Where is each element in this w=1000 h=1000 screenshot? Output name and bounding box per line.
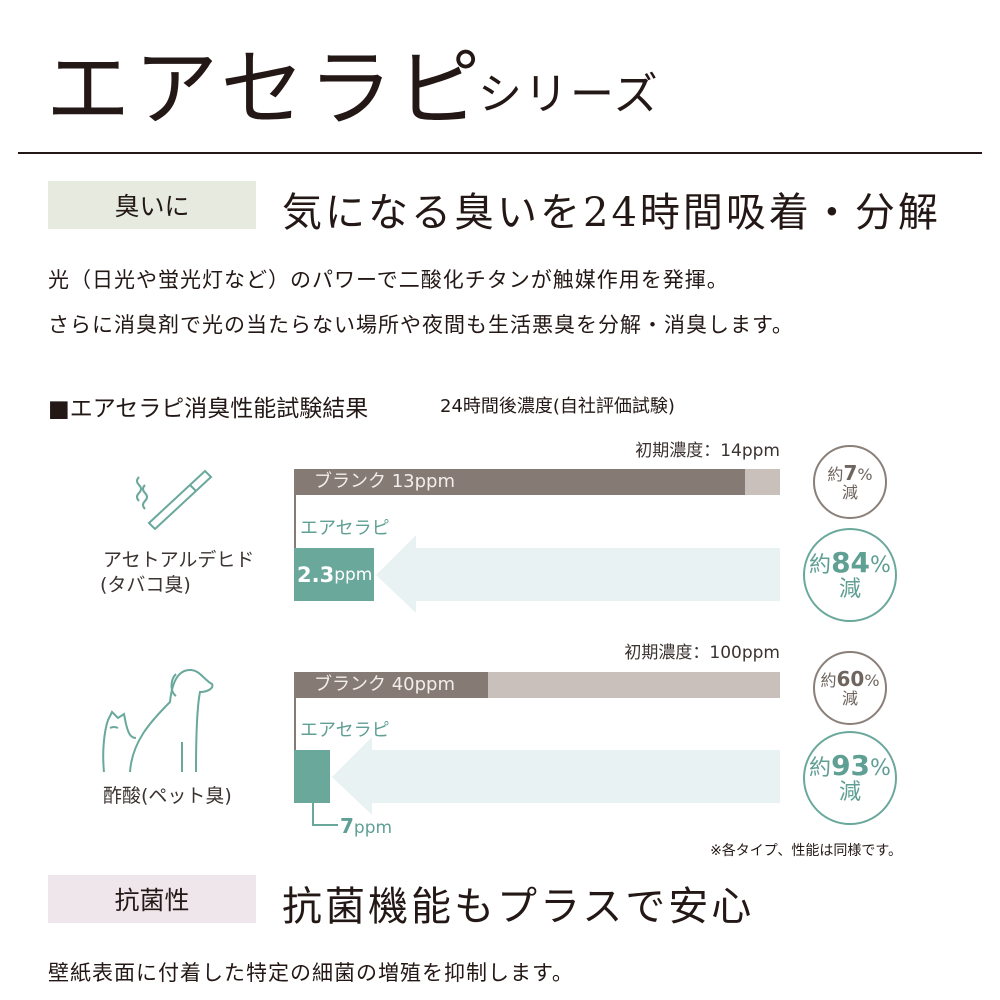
odor-name-text: 酢酸 — [103, 785, 142, 807]
odor-type: (ペット臭) — [141, 785, 232, 807]
footnote: ※各タイプ、性能は同様です。 — [710, 843, 902, 859]
badge-prefix: 約 — [827, 465, 844, 485]
page-subtitle: シリーズ — [478, 69, 660, 120]
description-line: 壁紙表面に付着した特定の細菌の増殖を抑制します。 — [48, 961, 574, 985]
initial-bar: ブランク 40ppm — [294, 672, 780, 698]
badge-prefix: 約 — [809, 755, 832, 781]
badge-suffix: 減 — [841, 483, 858, 503]
product-label: エアセラピ — [300, 720, 390, 741]
section-headline-antibacterial: 抗菌機能もプラスで安心 — [282, 884, 755, 930]
product-bar: 2.3 ppm — [294, 548, 374, 601]
section-tag-odor: 臭いに — [48, 181, 256, 229]
test-subheading: 24時間後濃度(自社評価試験) — [440, 396, 675, 417]
badge-suffix: 減 — [838, 780, 861, 806]
badge-suffix: 減 — [841, 689, 858, 709]
blank-reduction-badge: 約60% 減 — [813, 651, 887, 725]
leader-line — [312, 803, 314, 825]
dog-cat-icon — [102, 668, 214, 773]
cigarette-icon — [136, 469, 213, 530]
badge-unit: % — [864, 671, 880, 691]
badge-value: 7 — [843, 461, 858, 486]
blank-bar: ブランク 13ppm — [294, 469, 746, 495]
product-reduction-badge: 約93% 減 — [803, 731, 897, 825]
badge-value: 84 — [831, 545, 871, 579]
leader-line — [312, 824, 338, 826]
badge-value: 60 — [836, 667, 865, 692]
product-value: 2.3 — [297, 562, 335, 587]
badge-value: 93 — [831, 748, 871, 782]
reduction-arrow — [376, 535, 780, 613]
description-line: さらに消臭剤で光の当たらない場所や夜間も生活悪臭を分解・消臭します。 — [48, 313, 794, 337]
badge-unit: % — [870, 755, 891, 781]
description-line: 光（日光や蛍光灯など）のパワーで二酸化チタンが触媒作用を発揮。 — [48, 268, 729, 292]
blank-reduction-badge: 約7% 減 — [813, 445, 887, 519]
section-headline-odor: 気になる臭いを24時間吸着・分解 — [282, 190, 941, 236]
initial-concentration: 初期濃度：100ppm — [624, 643, 780, 663]
blank-bar: ブランク 40ppm — [294, 672, 489, 698]
page-title: エアセラピ — [46, 40, 485, 138]
test-heading: ■エアセラピ消臭性能試験結果 — [48, 396, 369, 422]
initial-concentration: 初期濃度：14ppm — [635, 441, 780, 461]
reduction-arrow — [332, 737, 780, 815]
product-reduction-badge: 約84% 減 — [803, 528, 897, 622]
badge-unit: % — [870, 552, 891, 578]
product-bar — [294, 750, 330, 803]
odor-type: (タバコ臭) — [100, 574, 191, 596]
product-unit: ppm — [334, 564, 373, 585]
badge-prefix: 約 — [809, 552, 832, 578]
product-unit: ppm — [353, 818, 393, 838]
product-value: 7ppm — [340, 814, 392, 838]
product-label: エアセラピ — [300, 518, 390, 539]
badge-unit: % — [857, 465, 873, 485]
product-value-number: 7 — [340, 814, 354, 838]
initial-bar: ブランク 13ppm — [294, 469, 780, 495]
odor-name: 酢酸(ペット臭) — [103, 781, 232, 808]
odor-name: アセトアルデヒド — [103, 549, 255, 571]
section-tag-antibacterial: 抗菌性 — [48, 875, 256, 923]
badge-prefix: 約 — [820, 671, 837, 691]
divider — [18, 152, 982, 154]
badge-suffix: 減 — [838, 577, 861, 603]
